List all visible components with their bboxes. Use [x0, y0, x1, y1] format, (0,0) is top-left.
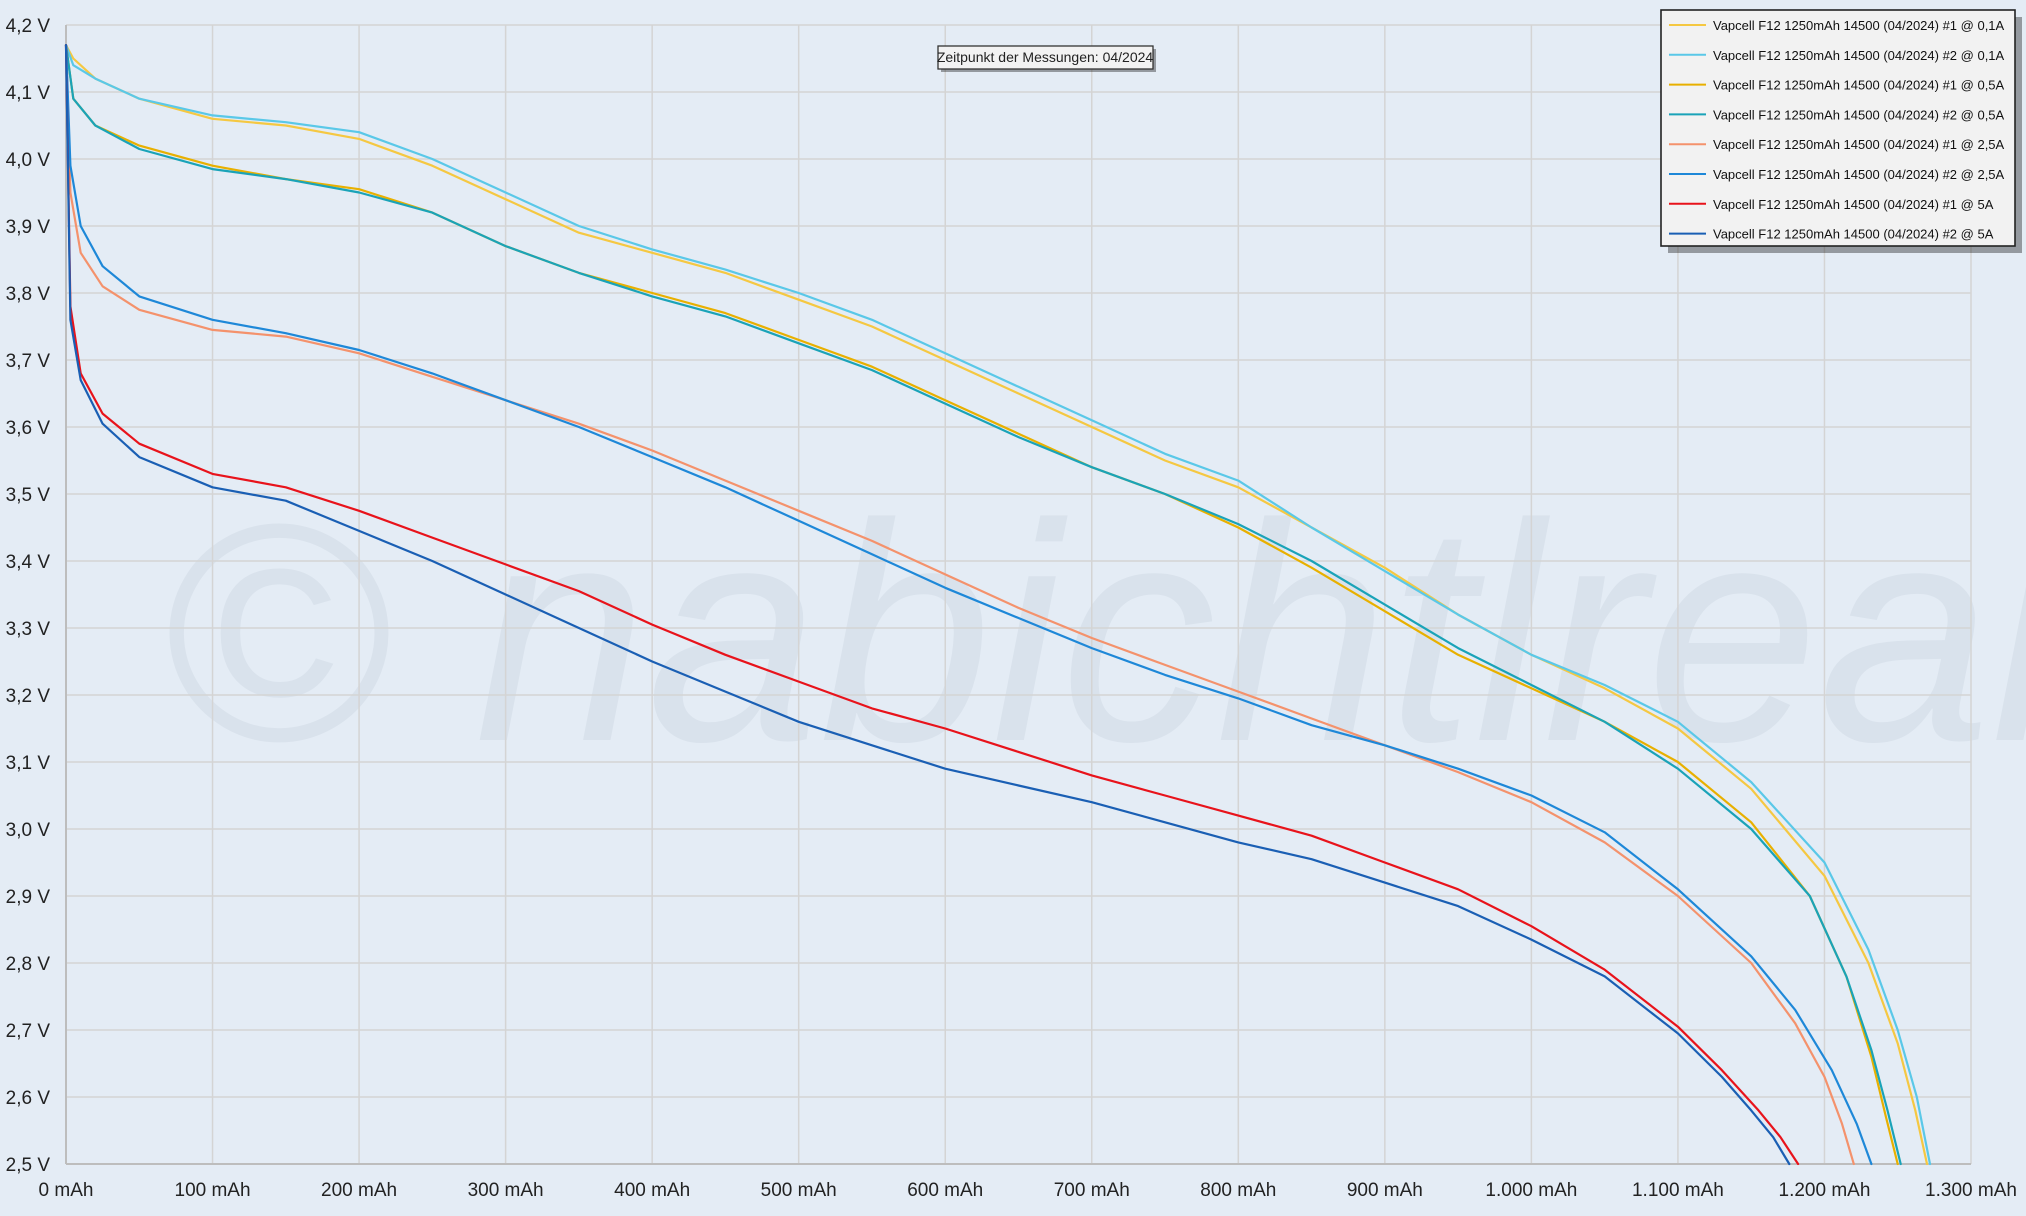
y-tick-label: 2,5 V: [6, 1155, 51, 1176]
legend-label: Vapcell F12 1250mAh 14500 (04/2024) #1 @…: [1713, 78, 2005, 93]
y-tick-label: 2,7 V: [6, 1021, 51, 1042]
series-line: [64, 44, 1855, 1166]
series-line: [64, 44, 1800, 1166]
y-tick-label: 3,4 V: [6, 552, 51, 573]
y-tick-label: 3,6 V: [6, 418, 51, 439]
y-tick-label: 3,3 V: [6, 619, 51, 640]
legend: Vapcell F12 1250mAh 14500 (04/2024) #1 @…: [1660, 9, 2022, 253]
legend-label: Vapcell F12 1250mAh 14500 (04/2024) #2 @…: [1713, 227, 1994, 242]
x-tick-label: 1.200 mAh: [1779, 1180, 1871, 1201]
x-tick-label: 1.000 mAh: [1485, 1180, 1577, 1201]
x-tick-label: 900 mAh: [1347, 1180, 1423, 1201]
y-tick-label: 2,6 V: [6, 1088, 51, 1109]
legend-label: Vapcell F12 1250mAh 14500 (04/2024) #2 @…: [1713, 167, 2005, 182]
x-axis-ticks: 0 mAh 100 mAh 200 mAh 300 mAh 400 mAh 500 mAh…: [39, 1180, 2017, 1201]
x-tick-label: 400 mAh: [614, 1180, 690, 1201]
y-tick-label: 4,0 V: [6, 150, 51, 171]
y-axis-ticks: 2,5 V 2,6 V 2,7 V 2,8 V 2,9 V 3,0 V 3,1 V 3,2 V…: [6, 16, 51, 1176]
y-tick-label: 2,8 V: [6, 954, 51, 975]
x-tick-label: 100 mAh: [175, 1180, 251, 1201]
y-tick-label: 3,5 V: [6, 485, 51, 506]
series-line: [64, 44, 1902, 1166]
legend-label: Vapcell F12 1250mAh 14500 (04/2024) #2 @…: [1713, 107, 2005, 122]
y-tick-label: 3,0 V: [6, 820, 51, 841]
series-line: [64, 44, 1873, 1166]
y-tick-label: 3,8 V: [6, 284, 51, 305]
y-tick-label: 3,1 V: [6, 753, 51, 774]
series-line: [64, 44, 1932, 1166]
legend-items: Vapcell F12 1250mAh 14500 (04/2024) #1 @…: [1669, 18, 2005, 242]
legend-label: Vapcell F12 1250mAh 14500 (04/2024) #2 @…: [1713, 48, 2005, 63]
x-tick-label: 700 mAh: [1054, 1180, 1130, 1201]
x-tick-label: 800 mAh: [1200, 1180, 1276, 1201]
y-tick-label: 4,1 V: [6, 83, 51, 104]
legend-label: Vapcell F12 1250mAh 14500 (04/2024) #1 @…: [1713, 197, 1994, 212]
x-tick-label: 500 mAh: [761, 1180, 837, 1201]
y-tick-label: 2,9 V: [6, 887, 51, 908]
x-tick-label: 600 mAh: [907, 1180, 983, 1201]
x-tick-label: 300 mAh: [468, 1180, 544, 1201]
x-tick-label: 200 mAh: [321, 1180, 397, 1201]
x-tick-label: 1.100 mAh: [1632, 1180, 1724, 1201]
x-tick-label: 0 mAh: [39, 1180, 94, 1201]
x-tick-label: 1.300 mAh: [1925, 1180, 2017, 1201]
series-line: [64, 44, 1791, 1166]
annotation-text: Zeitpunkt der Messungen: 04/2024: [937, 49, 1154, 65]
y-tick-label: 3,2 V: [6, 686, 51, 707]
legend-label: Vapcell F12 1250mAh 14500 (04/2024) #1 @…: [1713, 18, 2005, 33]
y-tick-label: 3,7 V: [6, 351, 51, 372]
series-lines: [64, 44, 1932, 1166]
annotation-box: Zeitpunkt der Messungen: 04/2024: [937, 45, 1156, 72]
series-line: [64, 44, 1929, 1166]
y-tick-label: 4,2 V: [6, 16, 51, 37]
legend-label: Vapcell F12 1250mAh 14500 (04/2024) #1 @…: [1713, 137, 2005, 152]
y-tick-label: 3,9 V: [6, 217, 51, 238]
watermark-text: © nabichtlreak: [160, 459, 2026, 806]
